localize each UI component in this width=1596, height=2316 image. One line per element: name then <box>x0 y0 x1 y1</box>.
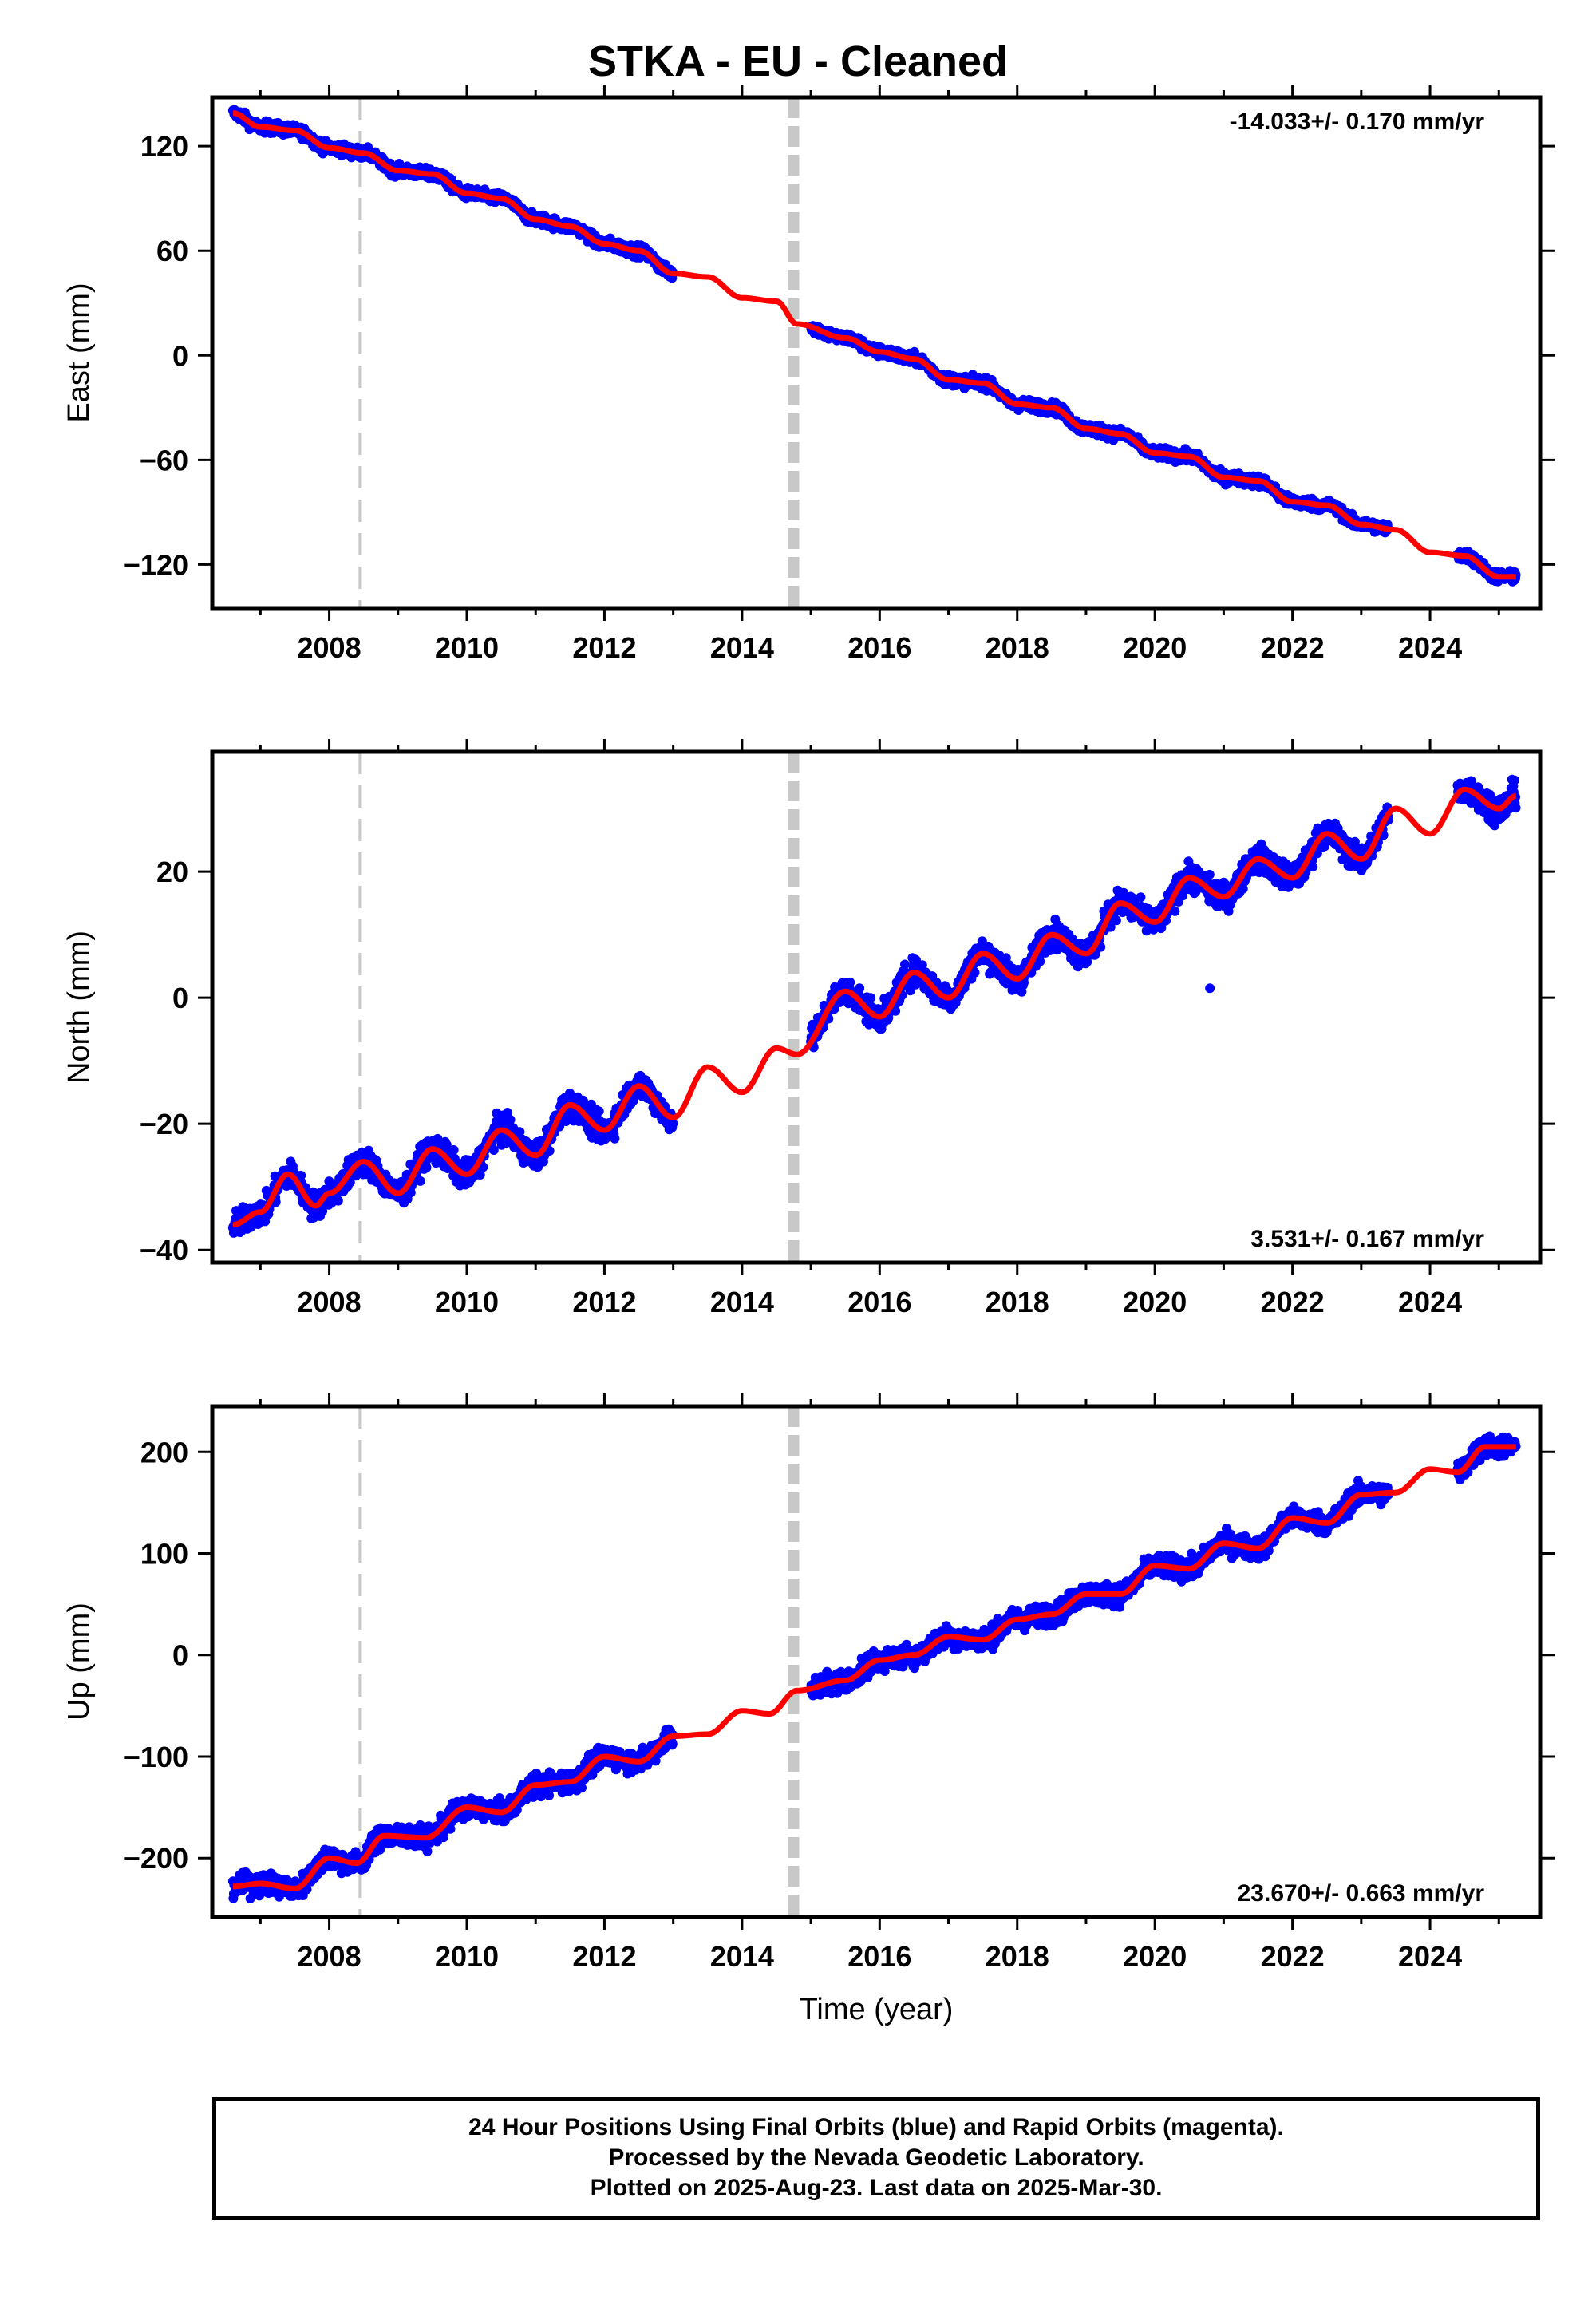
x-tick-label: 2014 <box>710 631 774 664</box>
y-tick-label: 60 <box>156 235 188 267</box>
x-tick-label: 2012 <box>572 631 636 664</box>
data-point <box>610 1133 620 1144</box>
data-point <box>1111 915 1121 926</box>
data-points-east <box>227 105 1521 587</box>
data-point <box>415 1176 425 1186</box>
plot-area-north <box>227 752 1521 1263</box>
x-tick-label: 2008 <box>298 631 361 664</box>
x-tick-label: 2010 <box>435 631 499 664</box>
y-tick-label: −120 <box>124 548 188 581</box>
rate-annotation-east: -14.033+/- 0.170 mm/yr <box>1230 109 1485 135</box>
x-tick-label: 2022 <box>1261 631 1325 664</box>
data-points-north <box>227 774 1521 1238</box>
data-point <box>1170 906 1180 916</box>
x-tick-label: 2016 <box>847 631 911 664</box>
chart-title: STKA - EU - Cleaned <box>587 38 1009 85</box>
x-tick-label: 2018 <box>986 631 1049 664</box>
data-point <box>855 983 865 994</box>
y-tick-label: 120 <box>140 130 188 163</box>
data-point <box>594 1106 604 1117</box>
panel-east: 2008 2010 2012 2014 2016 2018 2020 2022 2024 −120… <box>62 85 1555 664</box>
y-tick-label: 0 <box>172 339 188 372</box>
data-point <box>505 1115 516 1125</box>
x-tick-label: 2020 <box>1123 631 1187 664</box>
data-point <box>1308 862 1318 872</box>
data-point <box>900 959 910 970</box>
data-point <box>333 1196 343 1206</box>
data-point <box>866 993 876 1003</box>
data-point <box>1136 892 1146 903</box>
y-tick-label: −60 <box>140 444 188 476</box>
data-point <box>1204 869 1215 879</box>
data-point <box>845 977 855 987</box>
x-tick-label: 2024 <box>1398 631 1462 664</box>
panel-north: 2008 2010 2012 2014 2016 2018 2020 2022 2024−40−… <box>62 739 1555 1318</box>
plot-area-east <box>227 97 1521 608</box>
data-point <box>448 1145 459 1155</box>
y-axis-title-east: East (mm) <box>62 283 96 422</box>
